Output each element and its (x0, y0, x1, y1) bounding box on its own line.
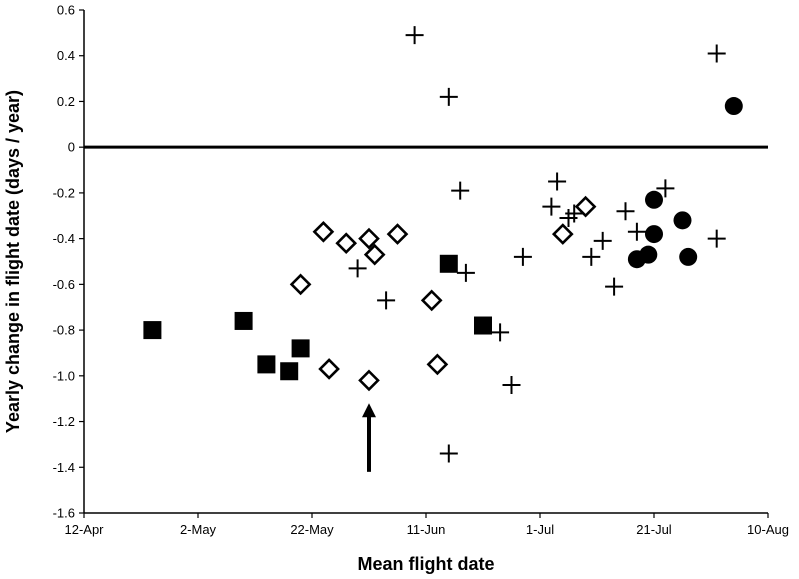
square-point (234, 311, 253, 330)
x-tick-label: 10-Aug (747, 522, 789, 537)
diamond-point (335, 232, 358, 255)
x-tick-label: 22-May (290, 522, 334, 537)
circle-point (724, 97, 743, 116)
y-tick-label: -1.6 (53, 506, 75, 521)
y-axis-ticks: 0.6 0.4 0.2 0 -0.2 -0.4 -0.6 -0.8 -1.0 -1.2 -1.4 -1… (53, 3, 84, 521)
circle-point (679, 247, 698, 266)
x-tick-label: 2-May (180, 522, 217, 537)
plus-point (439, 444, 458, 463)
diamond-point (358, 227, 380, 250)
diamond-point (574, 195, 597, 218)
plus-point (377, 291, 396, 310)
plus-point (593, 231, 612, 250)
plus-point (627, 222, 646, 241)
plus-point (513, 247, 532, 266)
square-point (474, 316, 492, 335)
circle-point (639, 245, 658, 264)
x-tick-label: 1-Jul (526, 522, 554, 537)
plus-point (348, 259, 367, 278)
square-point (257, 355, 276, 374)
circle-point (673, 211, 692, 230)
y-tick-label: -1.4 (53, 460, 75, 475)
y-tick-label: -1.2 (53, 414, 75, 429)
diamond-point (420, 289, 443, 312)
plus-point (605, 277, 624, 296)
y-tick-label: 0 (68, 140, 75, 155)
square-point (291, 339, 310, 358)
square-point (143, 321, 162, 340)
plus-point (707, 44, 726, 63)
diamond-point (312, 220, 335, 243)
data-points (143, 26, 743, 463)
square-point (439, 254, 458, 273)
diamond-point (551, 223, 574, 245)
annotation-arrow (362, 403, 376, 472)
x-axis-title: Mean flight date (357, 554, 494, 574)
x-tick-label: 12-Apr (64, 522, 104, 537)
diamond-point (426, 353, 449, 376)
y-tick-label: -1.0 (53, 368, 75, 383)
diamond-point (289, 273, 312, 296)
plus-point (707, 229, 726, 248)
y-tick-label: 0.6 (57, 3, 75, 18)
plus-point (656, 179, 675, 198)
plus-point (548, 172, 567, 191)
x-axis-ticks: 12-Apr 2-May 22-May 11-Jun 1-Jul 21-Jul 10-Aug (64, 513, 789, 537)
plus-point (456, 263, 475, 282)
plus-point (542, 197, 561, 216)
y-tick-label: -0.2 (53, 185, 75, 200)
plus-point (491, 323, 510, 342)
y-tick-label: -0.8 (53, 323, 75, 338)
plus-point (439, 87, 458, 106)
diamond-point (318, 358, 340, 380)
plus-point (405, 26, 424, 45)
y-axis-title: Yearly change in flight date (days / yea… (3, 90, 23, 433)
arrow-head (362, 403, 376, 418)
y-tick-label: -0.6 (53, 277, 75, 292)
plus-point (582, 247, 601, 266)
diamond-point (358, 369, 380, 392)
y-tick-label: -0.4 (53, 231, 75, 246)
y-tick-label: 0.4 (57, 48, 75, 63)
diamond-point (386, 223, 409, 245)
x-tick-label: 11-Jun (407, 522, 446, 537)
x-tick-label: 21-Jul (636, 522, 672, 537)
y-tick-label: 0.2 (57, 94, 75, 109)
circle-point (645, 225, 663, 244)
circle-point (645, 190, 663, 209)
plus-point (502, 375, 521, 394)
square-point (280, 362, 299, 381)
plus-point (451, 181, 470, 200)
plus-point (565, 204, 584, 223)
plus-point (616, 202, 635, 221)
diamond-point (363, 243, 386, 266)
